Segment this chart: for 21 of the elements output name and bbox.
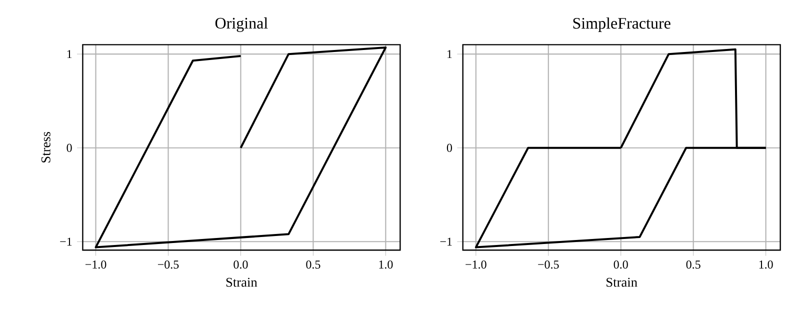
x-tick-label: −1.0 [466, 260, 486, 269]
y-tick-label: 1 [448, 50, 452, 58]
chart-title: Original [215, 17, 268, 32]
x-tick-label: 0.5 [306, 260, 320, 269]
x-axis-title: Strain [606, 278, 638, 287]
y-axis-title: Stress [41, 132, 50, 162]
x-tick-label: −1.0 [85, 260, 106, 269]
x-tick-label: 1.0 [759, 260, 773, 269]
x-tick-label: −0.5 [538, 260, 559, 269]
x-tick-label: −0.5 [158, 260, 179, 269]
y-tick-label: −1 [60, 238, 72, 246]
x-tick-label: 0.0 [234, 260, 248, 269]
x-tick-label: 0.0 [614, 260, 628, 269]
y-tick-label: 0 [446, 144, 452, 152]
y-tick-label: 0 [66, 144, 72, 152]
x-tick-label: 0.5 [686, 260, 700, 269]
chart-title: SimpleFracture [573, 17, 670, 32]
y-tick-label: 1 [67, 50, 72, 58]
y-tick-label: −1 [440, 238, 452, 246]
x-axis-title: Strain [226, 278, 258, 287]
x-tick-label: 1.0 [379, 260, 393, 269]
